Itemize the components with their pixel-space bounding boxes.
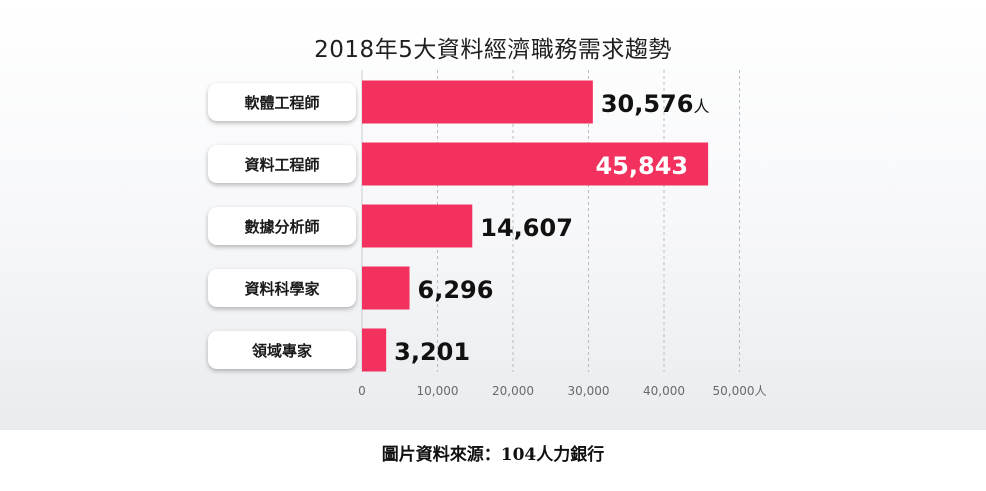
data-label: 14,607 bbox=[480, 214, 573, 242]
x-tick-label: 50,000人 bbox=[713, 384, 767, 398]
x-tick-label: 20,000 bbox=[492, 384, 534, 398]
category-labels: 軟體工程師資料工程師數據分析師資料科學家領域專家 bbox=[208, 83, 356, 369]
chart-plot: 0 10,000 20,000 30,000 40,000 50,000人 30,576人 4… bbox=[358, 70, 767, 398]
bar bbox=[362, 328, 387, 372]
category-label: 資料工程師 bbox=[208, 145, 356, 183]
data-label: 6,296 bbox=[418, 276, 494, 304]
x-tick-label: 30,000 bbox=[568, 384, 610, 398]
data-label: 45,843 bbox=[595, 152, 688, 180]
bar bbox=[362, 80, 593, 124]
category-label: 資料科學家 bbox=[208, 269, 356, 307]
category-label: 領域專家 bbox=[208, 331, 356, 369]
bar bbox=[362, 142, 709, 186]
data-label-unit: 人 bbox=[693, 97, 709, 116]
bar bbox=[362, 204, 473, 248]
data-label: 30,576人 bbox=[601, 90, 710, 118]
x-tick-label: 10,000 bbox=[417, 384, 459, 398]
x-tick-label: 40,000 bbox=[643, 384, 685, 398]
source-caption: 圖片資料來源：104人力銀行 bbox=[381, 445, 605, 465]
category-label: 軟體工程師 bbox=[208, 83, 356, 121]
bar bbox=[362, 266, 410, 310]
x-tick-label: 0 bbox=[358, 384, 366, 398]
category-label: 數據分析師 bbox=[208, 207, 356, 245]
data-label: 3,201 bbox=[394, 338, 470, 366]
chart-panel bbox=[0, 0, 986, 430]
chart-title: 2018年5大資料經濟職務需求趨勢 bbox=[314, 37, 672, 63]
